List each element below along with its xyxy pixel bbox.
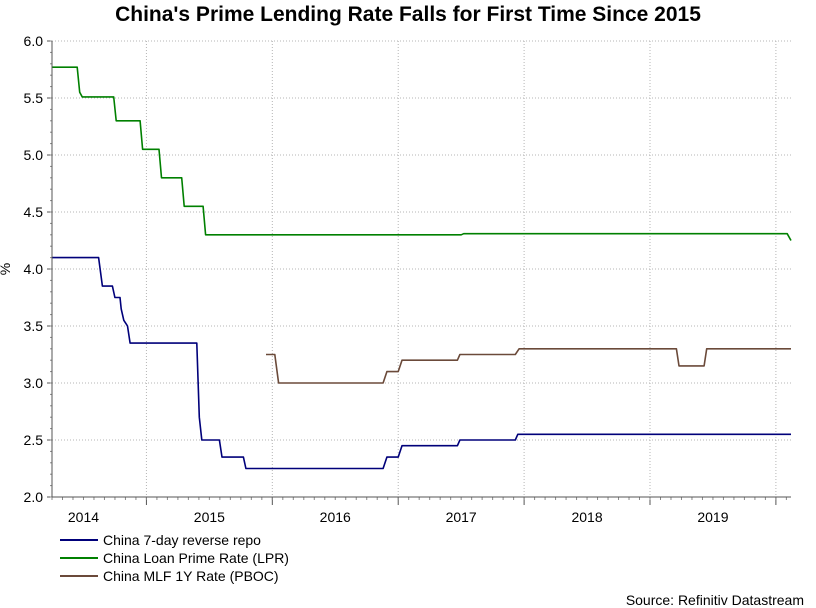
x-tick-labels: 2014 2015 2016 2017 2018 2019 bbox=[68, 509, 729, 525]
source-note: Source: Refinitiv Datastream bbox=[626, 592, 804, 608]
axis-layer bbox=[47, 40, 791, 505]
legend-label: China Loan Prime Rate (LPR) bbox=[103, 550, 289, 566]
y-axis-label: % bbox=[0, 263, 13, 275]
y-tick-labels: 2.0 2.5 3.0 3.5 4.0 4.5 5.0 5.5 6.0 bbox=[24, 33, 44, 505]
x-tick-label: 2017 bbox=[446, 509, 477, 525]
x-tick-label: 2019 bbox=[697, 509, 728, 525]
x-tick-label: 2018 bbox=[571, 509, 602, 525]
y-tick-label: 4.5 bbox=[24, 204, 44, 220]
x-tick-label: 2014 bbox=[68, 509, 99, 525]
legend: China 7-day reverse repo China Loan Prime… bbox=[60, 532, 289, 584]
series-line-1 bbox=[52, 66, 792, 241]
series-line-0 bbox=[52, 256, 791, 470]
legend-label: China MLF 1Y Rate (PBOC) bbox=[103, 568, 279, 584]
y-tick-label: 5.5 bbox=[24, 90, 44, 106]
series-layer bbox=[52, 66, 792, 470]
y-tick-label: 3.0 bbox=[24, 375, 44, 391]
series-line-2 bbox=[266, 348, 791, 384]
y-tick-label: 4.0 bbox=[24, 261, 44, 277]
y-tick-label: 2.5 bbox=[24, 432, 44, 448]
y-tick-label: 2.0 bbox=[24, 489, 44, 505]
x-tick-label: 2015 bbox=[194, 509, 225, 525]
x-tick-label: 2016 bbox=[320, 509, 351, 525]
grid-layer bbox=[52, 40, 791, 498]
y-tick-label: 5.0 bbox=[24, 147, 44, 163]
legend-label: China 7-day reverse repo bbox=[103, 532, 261, 548]
y-tick-label: 6.0 bbox=[24, 33, 44, 49]
y-tick-label: 3.5 bbox=[24, 318, 44, 334]
chart-title: China's Prime Lending Rate Falls for Fir… bbox=[115, 3, 701, 26]
